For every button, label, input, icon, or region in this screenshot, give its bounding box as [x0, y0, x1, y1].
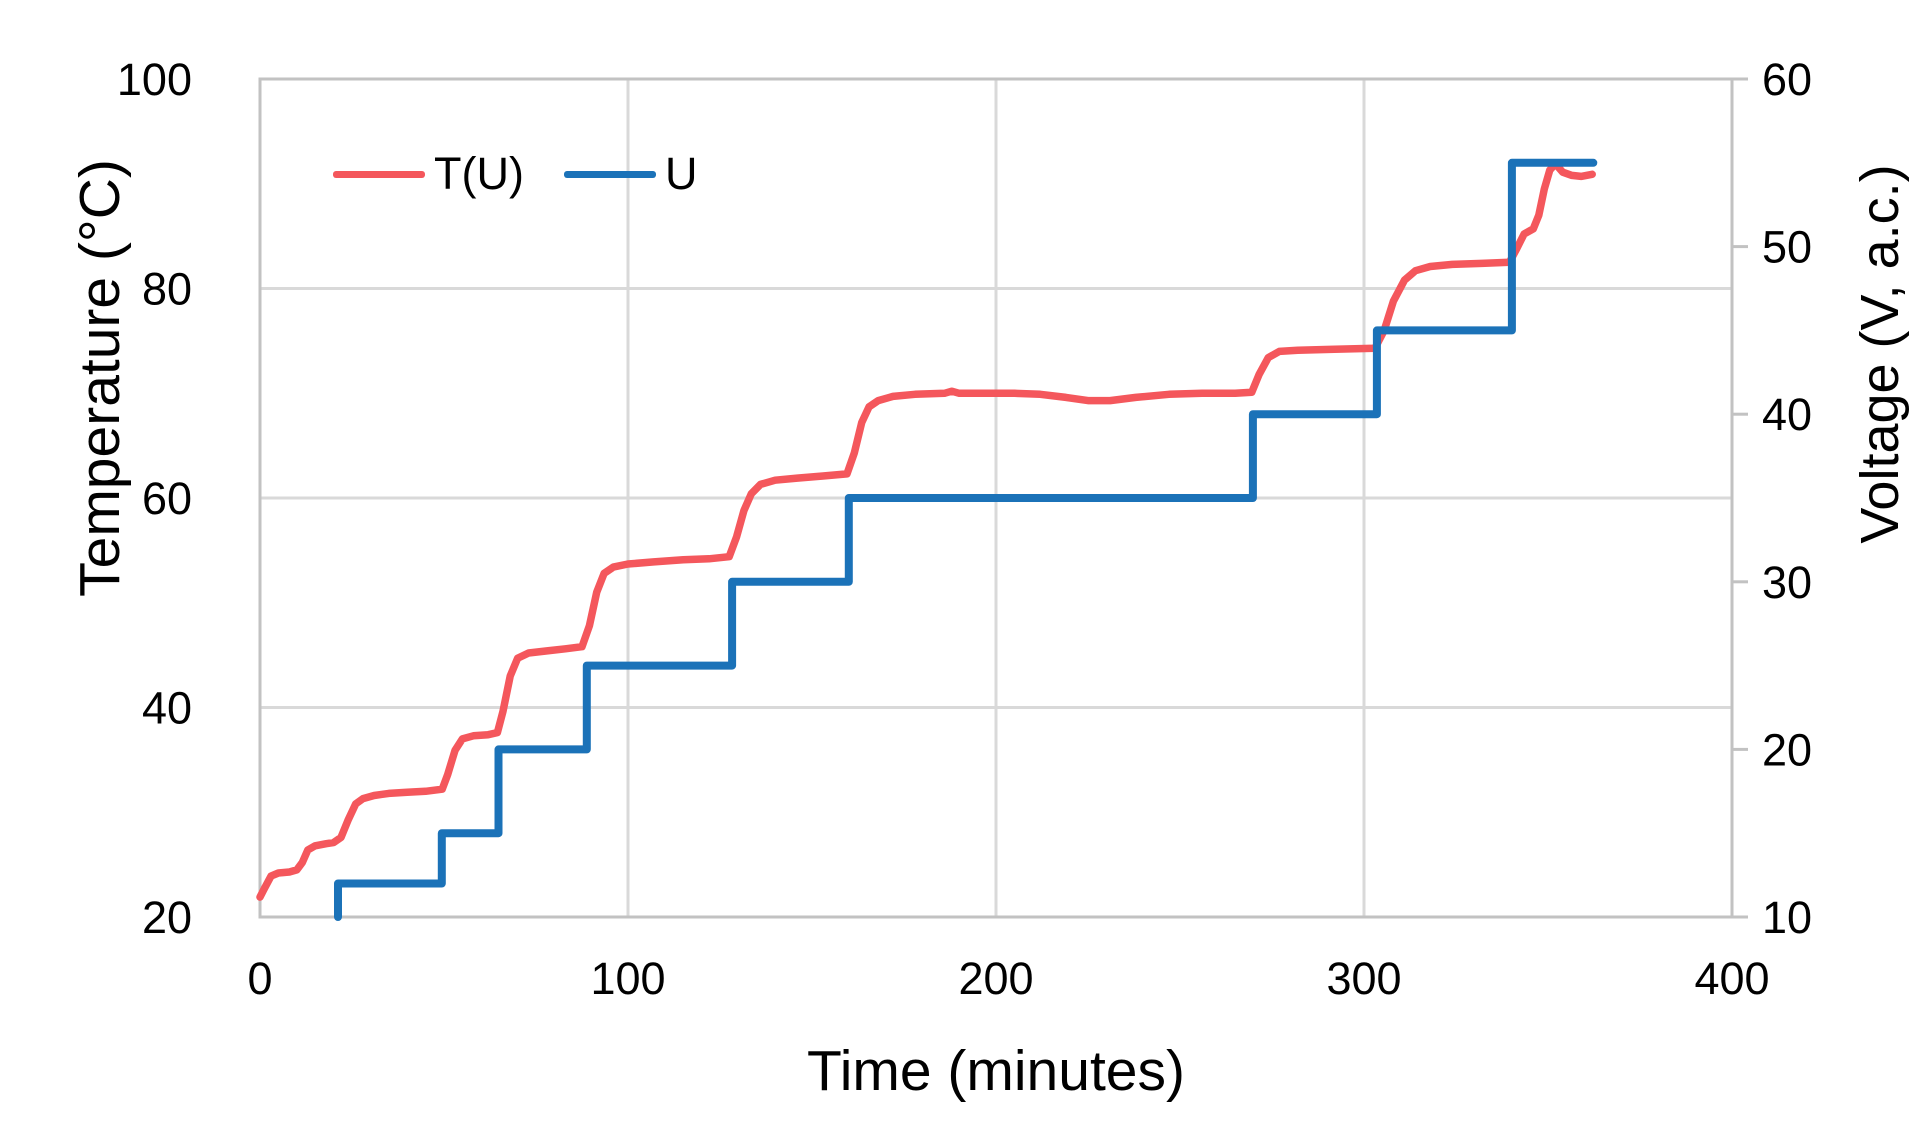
right-y-tick-label: 10 [1762, 892, 1812, 943]
right-y-tick-label: 40 [1762, 389, 1812, 440]
x-axis-title: Time (minutes) [807, 1039, 1185, 1103]
x-tick-label: 100 [590, 953, 665, 1004]
series-line-voltage [334, 158, 1598, 921]
x-tick-label: 400 [1694, 953, 1769, 1004]
series-line-temperature [256, 160, 1596, 901]
legend-item-voltage: U [563, 148, 698, 200]
chart-figure: 0 100 200 300 400 100 80 60 40 20 60 50 40 30 20 10 Tim… [40, 16, 1918, 1124]
left-y-tick-label: 20 [142, 892, 192, 943]
legend-label: T(U) [434, 148, 524, 199]
x-tick-label: 300 [1326, 953, 1401, 1004]
legend-item-temperature: T(U) [333, 148, 524, 200]
x-tick-label: 0 [247, 953, 272, 1004]
right-y-tick-label: 20 [1762, 724, 1812, 775]
right-y-axis-title: Voltage (V, a.c.) [1850, 164, 1910, 544]
legend-line-swatch-red [333, 170, 425, 178]
left-y-tick-label: 80 [142, 264, 192, 315]
legend-label: U [664, 148, 698, 199]
right-y-tick-label: 30 [1762, 557, 1812, 608]
legend: T(U) U [333, 148, 697, 200]
left-y-axis-title: Temperature (°C) [68, 159, 132, 597]
right-y-tick-label: 50 [1762, 222, 1812, 273]
legend-line-swatch-blue [563, 170, 656, 178]
left-y-tick-label: 40 [142, 683, 192, 734]
plot-border [258, 77, 1734, 919]
left-y-tick-label: 60 [142, 473, 192, 524]
right-y-tick-label: 60 [1762, 54, 1812, 105]
plot-canvas: 0 100 200 300 400 100 80 60 40 20 60 50 40 30 20 10 [117, 54, 1812, 1004]
left-y-tick-label: 100 [117, 54, 192, 105]
x-tick-label: 200 [958, 953, 1033, 1004]
